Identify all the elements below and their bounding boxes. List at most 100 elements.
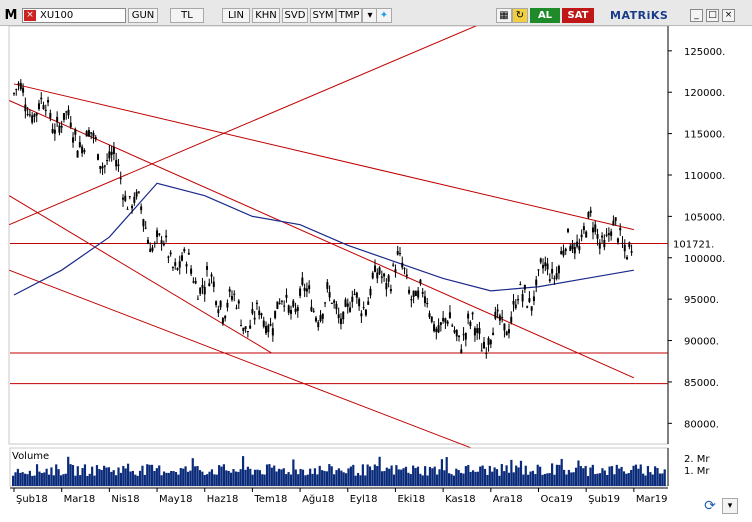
candle-body <box>144 227 147 229</box>
candle-body <box>328 292 331 298</box>
x-tick-label: Şub18 <box>16 494 48 505</box>
y-tick-label: 95000. <box>684 295 719 306</box>
candle-body <box>13 93 15 95</box>
volume-bar <box>656 468 659 486</box>
candle-body <box>621 242 624 244</box>
volume-bar <box>74 475 77 486</box>
candle-body <box>555 273 558 279</box>
volume-bar <box>184 466 187 486</box>
twitter-icon[interactable]: ✦ <box>376 8 392 23</box>
volume-bar <box>512 472 515 486</box>
volume-bar <box>222 464 226 486</box>
period-button[interactable]: GUN <box>128 8 158 23</box>
close-symbol-icon[interactable]: × <box>24 10 36 21</box>
refresh-icon[interactable]: ↻ <box>512 8 528 23</box>
volume-bar <box>122 465 125 486</box>
x-axis: Şub18 Mar18 Nis18 May18 Haz18 Tem18 Ağu18 Eyl18… <box>10 487 668 505</box>
window-close-icon[interactable]: × <box>722 9 735 22</box>
candle-body <box>53 129 56 134</box>
volume-bar <box>428 466 432 486</box>
candle-body <box>78 142 81 148</box>
candle-body <box>278 302 281 304</box>
volume-bar <box>661 473 664 486</box>
candle-body <box>324 302 327 304</box>
volume-bar <box>452 475 455 486</box>
candle-body <box>471 312 474 315</box>
candle-body <box>403 267 406 269</box>
candle-body <box>269 324 272 326</box>
volume-bar <box>325 471 329 486</box>
volume-bar <box>23 473 27 486</box>
sym-button[interactable]: SYM <box>310 8 336 23</box>
candle-body <box>303 287 306 291</box>
candle-body <box>398 253 401 255</box>
volume-bar <box>424 466 427 486</box>
currency-button[interactable]: TL <box>170 8 204 23</box>
grid-icon[interactable]: ▦ <box>496 8 512 23</box>
ma-line <box>13 182 634 296</box>
trendline <box>9 269 515 466</box>
candle-body <box>342 311 345 320</box>
candle-body <box>24 104 27 112</box>
volume-bar <box>47 474 51 486</box>
candle-body <box>523 284 526 290</box>
scale-button[interactable]: LIN <box>222 8 250 23</box>
candle-body <box>183 248 186 252</box>
candle-body <box>462 334 465 336</box>
svd-button[interactable]: SVD <box>282 8 308 23</box>
volume-bar <box>33 475 36 486</box>
volume-bar <box>495 469 499 486</box>
candle-body <box>378 267 381 274</box>
candle-body <box>453 330 456 333</box>
candle-body <box>628 242 631 248</box>
volume-bar <box>203 474 206 486</box>
matriks-m-icon[interactable]: M <box>4 8 18 23</box>
candle-body <box>612 220 615 226</box>
candle-body <box>235 307 238 309</box>
candle-body <box>253 317 256 320</box>
candle-body <box>140 206 143 211</box>
candle-body <box>460 349 463 353</box>
candle-body <box>212 281 215 287</box>
volume-bar <box>258 470 261 486</box>
settings-icon[interactable]: ▾ <box>722 498 738 514</box>
volume-bar <box>551 463 554 486</box>
volume-bar <box>558 464 561 486</box>
candle-body <box>467 313 470 319</box>
volume-bar <box>543 474 547 486</box>
volume-bar <box>402 468 405 486</box>
candle-body <box>126 208 129 210</box>
candle-body <box>553 278 556 280</box>
volume-bar <box>412 465 415 486</box>
candle-body <box>65 111 68 113</box>
volume-bar <box>431 468 434 486</box>
symbol-input[interactable]: XU100 <box>22 8 126 23</box>
candle-body <box>47 99 50 103</box>
tmp-button[interactable]: TMP <box>336 8 362 23</box>
candle-body <box>544 262 547 267</box>
volume-bar <box>565 474 568 486</box>
candle-body <box>156 230 159 238</box>
volume-bar <box>14 472 17 486</box>
volume-tick-label: 2. Mr <box>684 454 710 465</box>
volume-bar <box>586 475 590 486</box>
buy-button[interactable]: AL <box>530 8 560 23</box>
candle-body <box>199 287 202 294</box>
candle-body <box>367 301 370 305</box>
minimize-icon[interactable]: _ <box>690 9 703 22</box>
price-chart[interactable]: 125000. 120000. 115000. 110000. 105000. 10000… <box>0 26 752 522</box>
volume-bar <box>658 473 662 486</box>
sell-button[interactable]: SAT <box>562 8 594 23</box>
maximize-icon[interactable]: □ <box>706 9 719 22</box>
sync-icon[interactable]: ⟳ <box>704 498 716 514</box>
y-axis: 125000. 120000. 115000. 110000. 105000. 10000… <box>667 26 725 444</box>
volume-bar <box>589 467 592 486</box>
candle-body <box>548 279 551 281</box>
volume-bar <box>28 470 31 486</box>
candle-body <box>101 166 104 169</box>
volume-bar <box>241 456 245 486</box>
volume-bar <box>347 468 350 486</box>
khn-button[interactable]: KHN <box>252 8 280 23</box>
volume-bar <box>481 465 484 486</box>
volume-bar <box>253 469 257 486</box>
